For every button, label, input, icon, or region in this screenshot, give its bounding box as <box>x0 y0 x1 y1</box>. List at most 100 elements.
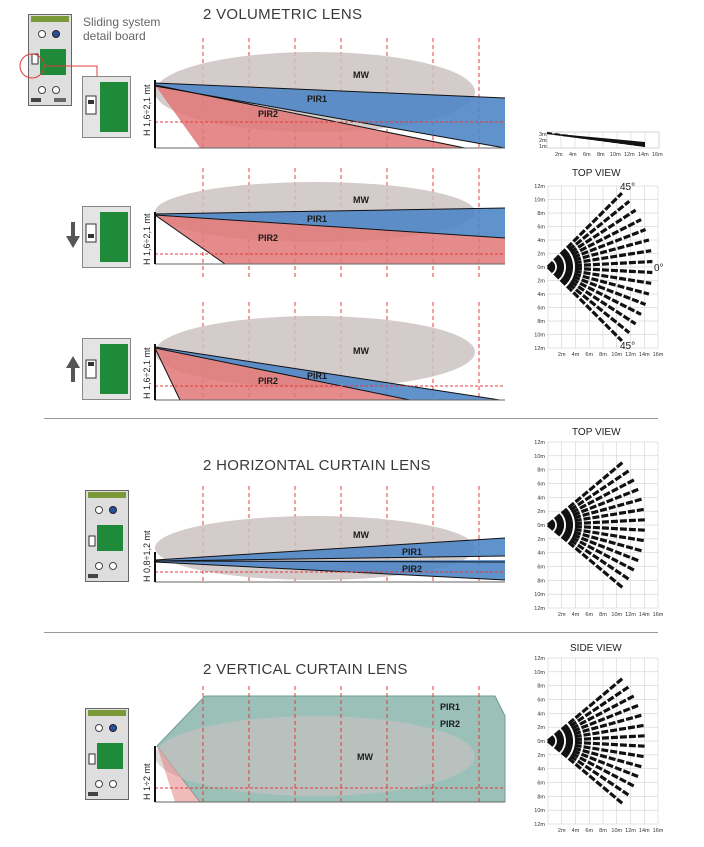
x-tick-label: 14m <box>639 828 650 834</box>
arrow-up-icon <box>66 356 80 382</box>
detection-ray <box>547 723 644 743</box>
sliding-system-caption: Sliding system detail board <box>83 15 160 43</box>
y-tick-label: 4m <box>537 767 545 773</box>
x-tick-label: 10m <box>611 352 622 358</box>
x-tick-label: 8m <box>599 828 607 834</box>
mw-label: MW <box>353 195 369 205</box>
small-tick-1m: 1m <box>539 144 547 150</box>
y-tick-label: 6m <box>537 225 545 231</box>
y-tick-label: 12m <box>534 184 545 190</box>
board-vertical-curtain <box>85 708 129 800</box>
pir2-label: PIR2 <box>258 376 278 386</box>
y-tick-label: 8m <box>537 319 545 325</box>
detection-ray <box>547 265 653 275</box>
detection-ray <box>547 694 635 743</box>
x-tick-label: 16m <box>653 352 664 358</box>
top-view-horizontal-grid: TOP VIEW 12m10m8m6m4m2m0m2m4m6m8m10m12m2… <box>534 427 664 618</box>
pir2-label: PIR2 <box>258 233 278 243</box>
coverage-panel-vertical: PIR1 PIR2 MW <box>154 686 506 803</box>
pir2-label: PIR2 <box>258 109 278 119</box>
detection-ray <box>547 265 637 326</box>
board-detail-default <box>82 76 131 138</box>
y-tick-label: 10m <box>534 592 545 598</box>
detection-ray <box>547 739 644 759</box>
coverage-panel-volumetric-1: MW PIR1 PIR2 <box>154 38 506 149</box>
top-view-title: TOP VIEW <box>572 427 621 438</box>
detection-ray <box>547 523 632 582</box>
coverage-panel-volumetric-2: MW PIR1 PIR2 <box>154 168 506 278</box>
mw-zone <box>155 716 475 796</box>
angle-45-upper: 45° <box>620 182 635 193</box>
height-label-vertical: H 1÷2 mt <box>142 763 152 800</box>
mw-label: MW <box>357 752 373 762</box>
detection-ray <box>547 238 650 269</box>
pir1-label: PIR1 <box>307 371 327 381</box>
section-divider-2 <box>44 632 658 633</box>
y-tick-label: 10m <box>534 670 545 676</box>
y-tick-label: 2m <box>537 279 545 285</box>
detection-ray <box>547 523 641 563</box>
y-tick-label: 10m <box>534 333 545 339</box>
detection-ray <box>547 259 653 269</box>
pir1-label: PIR1 <box>307 214 327 224</box>
small-x-tick: 10m <box>610 152 621 158</box>
pir2-zone <box>155 215 505 264</box>
detection-ray <box>547 265 647 306</box>
y-tick-label: 4m <box>537 495 545 501</box>
small-x-tick: 6m <box>583 152 591 158</box>
detection-ray <box>546 677 624 743</box>
x-tick-label: 12m <box>625 352 636 358</box>
y-tick-label: 12m <box>534 606 545 612</box>
detection-ray <box>547 249 652 269</box>
detection-ray <box>546 265 631 335</box>
detection-ray <box>547 208 637 269</box>
y-tick-label: 0m <box>537 739 545 745</box>
detection-ray <box>547 518 647 527</box>
y-tick-label: 6m <box>537 565 545 571</box>
detection-ray <box>547 523 644 553</box>
detection-ray <box>547 487 641 527</box>
detection-ray <box>547 703 639 743</box>
x-tick-label: 16m <box>653 612 664 618</box>
detection-ray <box>547 468 632 527</box>
y-tick-label: 4m <box>537 292 545 298</box>
detection-ray <box>547 713 642 743</box>
board-detail-down <box>82 206 131 268</box>
y-tick-label: 2m <box>537 509 545 515</box>
x-tick-label: 6m <box>585 612 593 618</box>
y-tick-label: 12m <box>534 822 545 828</box>
y-tick-label: 12m <box>534 440 545 446</box>
y-tick-label: 2m <box>537 537 545 543</box>
y-tick-label: 4m <box>537 238 545 244</box>
y-tick-label: 12m <box>534 656 545 662</box>
y-tick-label: 2m <box>537 753 545 759</box>
y-tick-label: 8m <box>537 684 545 690</box>
height-label-volumetric-2: H 1,6÷2,1 mt <box>142 213 152 265</box>
y-tick-label: 10m <box>534 808 545 814</box>
x-tick-label: 2m <box>558 352 566 358</box>
x-tick-label: 8m <box>599 612 607 618</box>
detection-ray <box>547 265 650 296</box>
coverage-panel-volumetric-3: MW PIR1 PIR2 <box>154 302 505 401</box>
y-tick-label: 2m <box>537 252 545 258</box>
y-tick-label: 8m <box>537 211 545 217</box>
pir1-zone <box>155 83 505 148</box>
x-tick-label: 8m <box>599 352 607 358</box>
detection-ray <box>547 507 646 527</box>
pir1-label: PIR1 <box>307 94 327 104</box>
x-tick-label: 14m <box>639 612 650 618</box>
top-view-volumetric-grid: TOP VIEW 45° 0° 45° 12m10m8m6m4m2m0m2m4m… <box>534 168 664 358</box>
small-x-tick: 14m <box>638 152 649 158</box>
y-tick-label: 2m <box>537 725 545 731</box>
small-tick-3m: 3m <box>539 132 547 138</box>
detection-ray <box>547 685 630 743</box>
y-tick-label: 4m <box>537 711 545 717</box>
main-detector-board <box>28 14 72 106</box>
detection-ray <box>546 199 631 269</box>
section-divider-1 <box>44 418 658 419</box>
detector-board-drawing <box>28 14 72 106</box>
detection-ray <box>547 265 642 316</box>
board-detail-up <box>82 338 131 400</box>
x-tick-label: 14m <box>639 352 650 358</box>
small-x-tick: 16m <box>652 152 663 158</box>
